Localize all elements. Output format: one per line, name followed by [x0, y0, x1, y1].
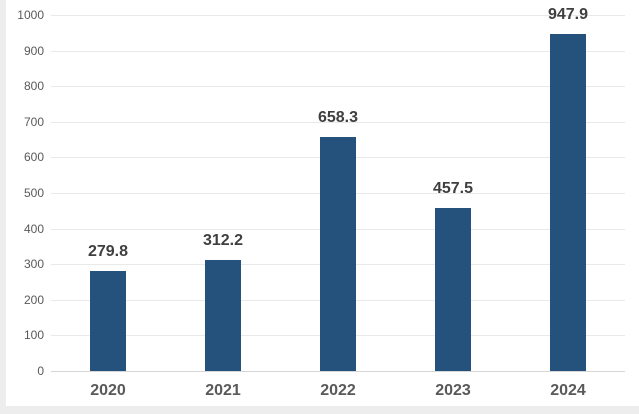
- y-tick-label: 300: [23, 257, 44, 271]
- bar-2024: [550, 34, 586, 371]
- x-category-label: 2020: [90, 382, 126, 399]
- bar-value-label: 947.9: [547, 6, 589, 23]
- y-tick-label: 0: [37, 364, 44, 378]
- bar-value-label: 312.2: [202, 232, 244, 249]
- page-edge-bottom: [0, 406, 639, 414]
- x-category-label: 2021: [205, 382, 241, 399]
- page-edge-left: [0, 0, 6, 414]
- y-tick-label: 900: [23, 44, 44, 58]
- bar-2021: [205, 260, 241, 371]
- x-category-label: 2023: [435, 382, 471, 399]
- axis-baseline: [51, 371, 625, 372]
- y-tick-label: 1000: [17, 8, 44, 22]
- y-tick-label: 200: [23, 293, 44, 307]
- y-tick-label: 700: [23, 115, 44, 129]
- y-tick-label: 500: [23, 186, 44, 200]
- bar-2023: [435, 208, 471, 371]
- x-category-label: 2022: [320, 382, 356, 399]
- y-tick-label: 800: [23, 79, 44, 93]
- y-tick-label: 600: [23, 150, 44, 164]
- bar-2022: [320, 137, 356, 371]
- gridline: [51, 51, 625, 52]
- gridline: [51, 15, 625, 16]
- y-tick-label: 400: [23, 222, 44, 236]
- gridline: [51, 86, 625, 87]
- bar-2020: [90, 271, 126, 371]
- y-tick-label: 100: [23, 328, 44, 342]
- gridline: [51, 122, 625, 123]
- bar-value-label: 658.3: [317, 109, 359, 126]
- bar-value-label: 279.8: [87, 243, 129, 260]
- bar-value-label: 457.5: [432, 180, 474, 197]
- x-category-label: 2024: [550, 382, 586, 399]
